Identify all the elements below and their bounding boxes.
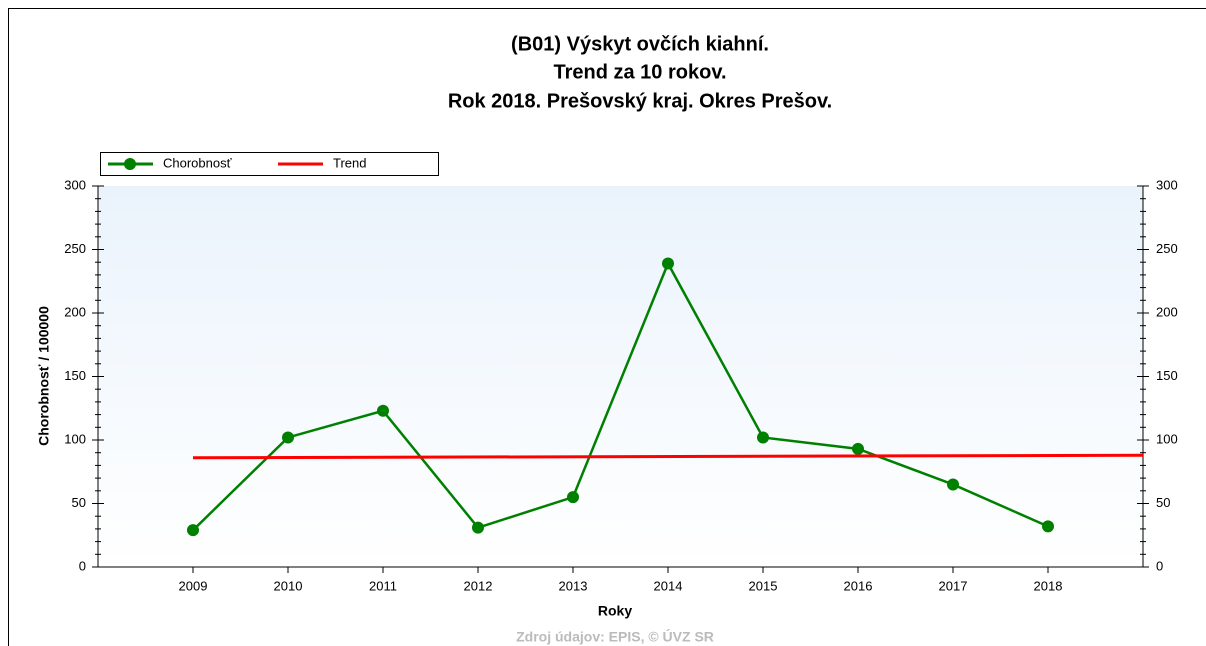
frame	[8, 8, 1206, 646]
x-tick-label: 2014	[654, 578, 683, 593]
x-tick-label: 2018	[1034, 578, 1063, 593]
chart-title: Rok 2018. Prešovský kraj. Okres Prešov.	[448, 90, 832, 112]
x-tick-label: 2009	[179, 578, 208, 593]
data-point	[1042, 520, 1054, 533]
chart-title: (B01) Výskyt ovčích kiahní.	[511, 33, 769, 55]
y-tick-label: 100	[64, 431, 86, 446]
x-tick-label: 2016	[844, 578, 873, 593]
x-tick-label: 2010	[274, 578, 303, 593]
legend	[100, 152, 439, 176]
data-point	[947, 478, 959, 491]
x-tick-label: 2013	[559, 578, 588, 593]
y-axis-label: Chorobnosť / 100000	[36, 306, 52, 446]
y-tick-label: 300	[64, 177, 86, 192]
legend-label: Trend	[333, 155, 366, 170]
x-tick-label: 2011	[369, 578, 397, 593]
y2-tick-label: 300	[1156, 177, 1178, 192]
data-point	[757, 431, 769, 444]
y-tick-label: 250	[64, 241, 86, 256]
data-point	[187, 524, 199, 537]
y2-tick-label: 50	[1156, 495, 1170, 510]
data-point	[852, 442, 864, 455]
data-point	[662, 257, 674, 270]
y-tick-label: 200	[64, 304, 86, 319]
x-axis-label: Roky	[598, 603, 632, 619]
x-tick-label: 2012	[464, 578, 493, 593]
chart-title: Trend za 10 rokov.	[553, 61, 726, 83]
series-line	[192, 453, 1144, 460]
y2-tick-label: 150	[1156, 368, 1178, 383]
source-note: Zdroj údajov: EPIS, © ÚVZ SR	[516, 628, 714, 645]
y-tick-label: 150	[64, 368, 86, 383]
y2-tick-label: 250	[1156, 241, 1178, 256]
y2-tick-label: 0	[1156, 558, 1163, 573]
y2-tick-label: 100	[1156, 431, 1178, 446]
legend-marker	[124, 158, 136, 170]
x-tick-label: 2015	[749, 578, 778, 593]
data-point	[567, 491, 579, 504]
data-point	[377, 404, 389, 417]
data-point	[282, 431, 294, 444]
series-line	[192, 260, 1049, 532]
plot-area	[98, 186, 1143, 567]
x-tick-label: 2017	[939, 578, 968, 593]
y-tick-label: 0	[79, 558, 86, 573]
y2-tick-label: 200	[1156, 304, 1178, 319]
legend-label: Chorobnosť	[163, 155, 232, 170]
y-tick-label: 50	[72, 495, 86, 510]
data-point	[472, 521, 484, 534]
